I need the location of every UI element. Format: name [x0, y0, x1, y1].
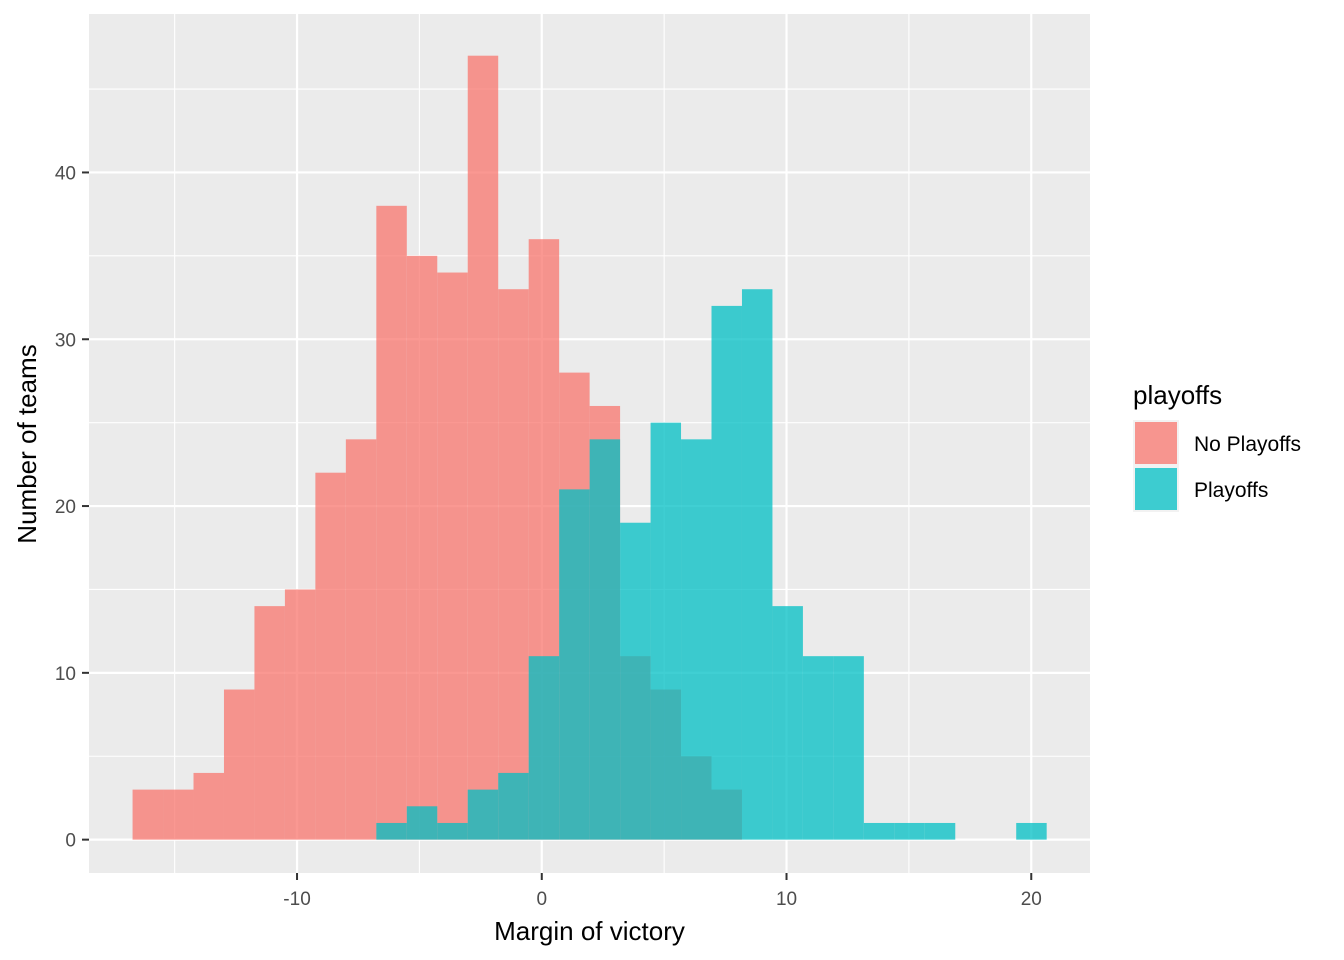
y-tick-label: 30 — [55, 330, 76, 351]
bar-no-playoffs — [284, 589, 316, 840]
bar-no-playoffs — [467, 55, 499, 840]
bar-playoffs — [802, 656, 834, 840]
y-tick-label: 20 — [55, 497, 76, 518]
legend-title: playoffs — [1133, 380, 1222, 410]
x-tick-label: 20 — [1021, 889, 1042, 910]
bar-playoffs — [467, 789, 499, 840]
bar-playoffs — [559, 489, 590, 840]
bar-no-playoffs — [315, 472, 346, 840]
x-tick-label: 0 — [536, 889, 547, 910]
legend-swatch-playoffs — [1135, 468, 1177, 510]
bar-playoffs — [1016, 822, 1047, 840]
bar-no-playoffs — [437, 272, 468, 840]
x-tick-label: 10 — [776, 889, 797, 910]
histogram-bars — [132, 55, 1047, 840]
bar-playoffs — [650, 422, 682, 840]
legend: playoffs No Playoffs Playoffs — [1133, 380, 1301, 512]
bar-playoffs — [498, 772, 529, 840]
y-axis: 0 10 20 30 40 — [55, 163, 89, 852]
bar-playoffs — [863, 822, 895, 840]
bar-playoffs — [894, 822, 925, 840]
bar-no-playoffs — [193, 772, 224, 840]
bar-playoffs — [681, 439, 712, 840]
bar-no-playoffs — [406, 255, 438, 840]
bar-playoffs — [772, 606, 803, 840]
bar-playoffs — [406, 806, 438, 840]
legend-label-playoffs: Playoffs — [1194, 479, 1268, 502]
x-axis: -10 0 10 20 — [283, 873, 1042, 910]
bar-no-playoffs — [163, 789, 194, 840]
bar-playoffs — [528, 656, 560, 840]
bar-playoffs — [711, 305, 742, 840]
bar-playoffs — [620, 522, 651, 840]
legend-swatch-no-playoffs — [1135, 422, 1177, 464]
x-tick-label: -10 — [283, 889, 310, 910]
bar-playoffs — [376, 822, 407, 840]
bar-no-playoffs — [223, 689, 255, 840]
legend-label-no-playoffs: No Playoffs — [1194, 433, 1301, 456]
y-tick-label: 40 — [55, 163, 76, 184]
bar-no-playoffs — [376, 205, 407, 840]
bar-no-playoffs — [345, 439, 377, 840]
bar-no-playoffs — [254, 606, 285, 840]
bar-playoffs — [437, 822, 468, 840]
x-axis-title: Margin of victory — [494, 916, 685, 946]
y-tick-label: 0 — [65, 831, 76, 852]
bar-no-playoffs — [498, 289, 529, 840]
bar-playoffs — [833, 656, 864, 840]
bar-playoffs — [924, 822, 956, 840]
y-axis-title: Number of teams — [12, 344, 42, 543]
y-tick-label: 10 — [55, 664, 76, 685]
bar-playoffs — [589, 439, 621, 840]
bar-playoffs — [741, 289, 773, 840]
bar-no-playoffs — [132, 789, 164, 840]
